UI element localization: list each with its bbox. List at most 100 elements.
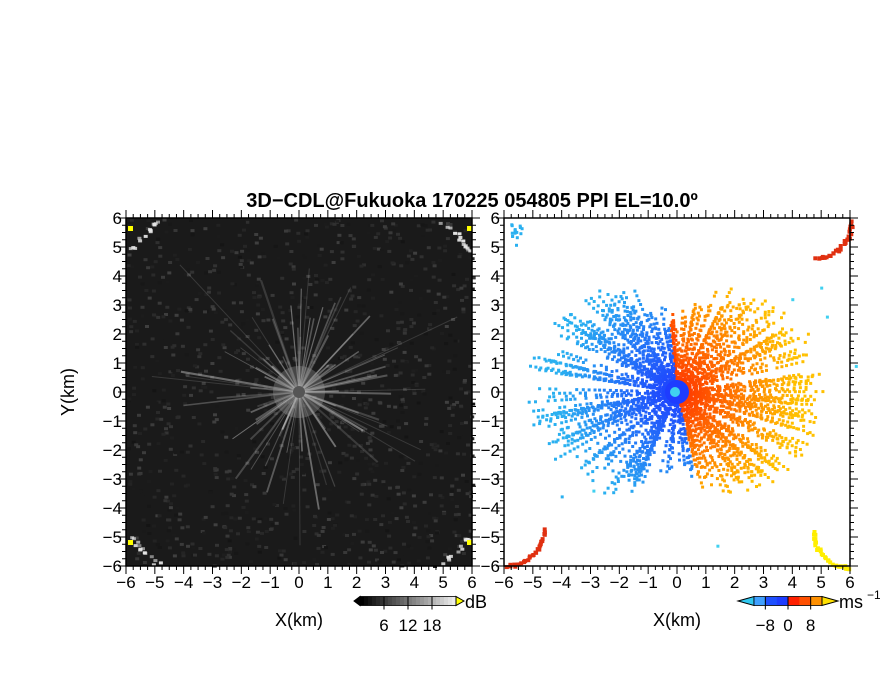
corner-clutter xyxy=(128,220,160,251)
colorbar-tick-label: 6 xyxy=(379,616,388,635)
colorbar-cell xyxy=(384,596,389,606)
colorbar-unit: dB xyxy=(465,592,487,612)
colorbar-cell xyxy=(765,596,777,606)
colorbar-tick-label: −8 xyxy=(756,616,775,635)
colorbar-cell xyxy=(424,596,429,606)
y-tick-label: 1 xyxy=(113,354,122,373)
colorbar-over-arrow xyxy=(455,595,466,607)
colorbar-under-arrow xyxy=(736,595,755,607)
y-tick-label: −4 xyxy=(103,499,122,518)
colorbar-cell xyxy=(448,596,453,606)
colorbar-cell xyxy=(436,596,441,606)
x-tick-label: −6 xyxy=(494,573,513,592)
x-tick-label: −3 xyxy=(581,573,600,592)
x-tick-label: 3 xyxy=(759,573,768,592)
x-tick-label: −5 xyxy=(523,573,542,592)
y-tick-label: −4 xyxy=(481,499,500,518)
colorbar-over-arrow xyxy=(821,595,840,607)
corner-clutter xyxy=(441,537,473,566)
y-tick-label: −6 xyxy=(103,557,122,576)
colorbar-tick-label: 18 xyxy=(423,616,442,635)
colorbar-cell xyxy=(364,596,369,606)
colorbar-unit: ms xyxy=(839,592,863,612)
colorbar-cell xyxy=(392,596,397,606)
y-tick-label: −2 xyxy=(103,441,122,460)
corner-clutter xyxy=(128,536,163,567)
y-tick-label: 6 xyxy=(113,209,122,228)
y-tick-label: 0 xyxy=(113,383,122,402)
left-x-axis-label: X(km) xyxy=(275,610,323,630)
x-tick-label: −2 xyxy=(232,573,251,592)
y-tick-label: −1 xyxy=(103,412,122,431)
x-tick-label: 6 xyxy=(845,573,854,592)
radar-site-marker xyxy=(293,386,305,398)
y-tick-label: 5 xyxy=(113,238,122,257)
x-tick-label: 2 xyxy=(352,573,361,592)
colorbar-cell xyxy=(810,596,823,606)
y-tick-label: 3 xyxy=(113,296,122,315)
colorbar-cell xyxy=(420,596,425,606)
velocity-colorbar: −8 0 8 ms −1 xyxy=(736,588,880,635)
colorbar-cell xyxy=(428,596,433,606)
x-tick-label: 0 xyxy=(672,573,681,592)
x-tick-label: 5 xyxy=(438,573,447,592)
y-tick-label: −5 xyxy=(481,528,500,547)
x-tick-label: 2 xyxy=(730,573,739,592)
radar-site-marker xyxy=(670,387,680,397)
reflectivity-noise xyxy=(126,218,476,568)
reflectivity-plot-area xyxy=(126,218,476,568)
x-tick-label: −1 xyxy=(260,573,279,592)
colorbar-cell xyxy=(388,596,393,606)
x-tick-label: 6 xyxy=(467,573,476,592)
colorbar-cell xyxy=(412,596,417,606)
x-tick-label: −4 xyxy=(552,573,571,592)
colorbar-cell xyxy=(368,596,373,606)
scattered-echoes xyxy=(560,286,858,548)
y-tick-label: −2 xyxy=(481,441,500,460)
colorbar-cell xyxy=(440,596,445,606)
y-tick-label: 2 xyxy=(113,325,122,344)
colorbar-cell xyxy=(799,596,811,606)
colorbar-under-arrow xyxy=(353,595,361,607)
left-y-axis-label: Y(km) xyxy=(58,368,78,416)
y-tick-label: 5 xyxy=(491,238,500,257)
x-tick-label: −2 xyxy=(610,573,629,592)
corner-clutter xyxy=(438,221,473,253)
reflectivity-rays xyxy=(151,264,458,546)
colorbar-cell xyxy=(380,596,385,606)
x-tick-label: 1 xyxy=(323,573,332,592)
y-tick-label: 1 xyxy=(491,354,500,373)
colorbar-cell xyxy=(360,596,365,606)
figure-title: 3D−CDL@Fukuoka 170225 054805 PPI EL=10.0… xyxy=(246,190,698,212)
x-tick-label: 4 xyxy=(788,573,797,592)
colorbar-cell xyxy=(432,596,437,606)
colorbar-cell xyxy=(452,596,457,606)
x-tick-label: 3 xyxy=(381,573,390,592)
x-tick-label: 4 xyxy=(410,573,419,592)
colorbar-cell xyxy=(416,596,421,606)
y-tick-label: −1 xyxy=(481,412,500,431)
colorbar-cell xyxy=(444,596,449,606)
x-tick-label: −1 xyxy=(638,573,657,592)
y-tick-label: −3 xyxy=(481,470,500,489)
x-tick-label: 0 xyxy=(294,573,303,592)
colorbar-tick-label: 0 xyxy=(783,616,792,635)
colorbar-tick-label: 8 xyxy=(806,616,815,635)
velocity-plot-area xyxy=(504,218,858,572)
colorbar-unit-exponent: −1 xyxy=(867,588,880,602)
colorbar-cell xyxy=(400,596,405,606)
x-tick-label: −4 xyxy=(174,573,193,592)
reflectivity-colorbar: 6 12 18 dB xyxy=(353,592,487,635)
colorbar-cell xyxy=(396,596,401,606)
x-tick-label: −3 xyxy=(203,573,222,592)
y-tick-label: 4 xyxy=(113,267,122,286)
colorbar-cell xyxy=(754,596,766,606)
colorbar-cell xyxy=(408,596,413,606)
corner-clutter-bottom-left xyxy=(504,527,547,570)
corner-clutter-top-left xyxy=(510,223,524,247)
